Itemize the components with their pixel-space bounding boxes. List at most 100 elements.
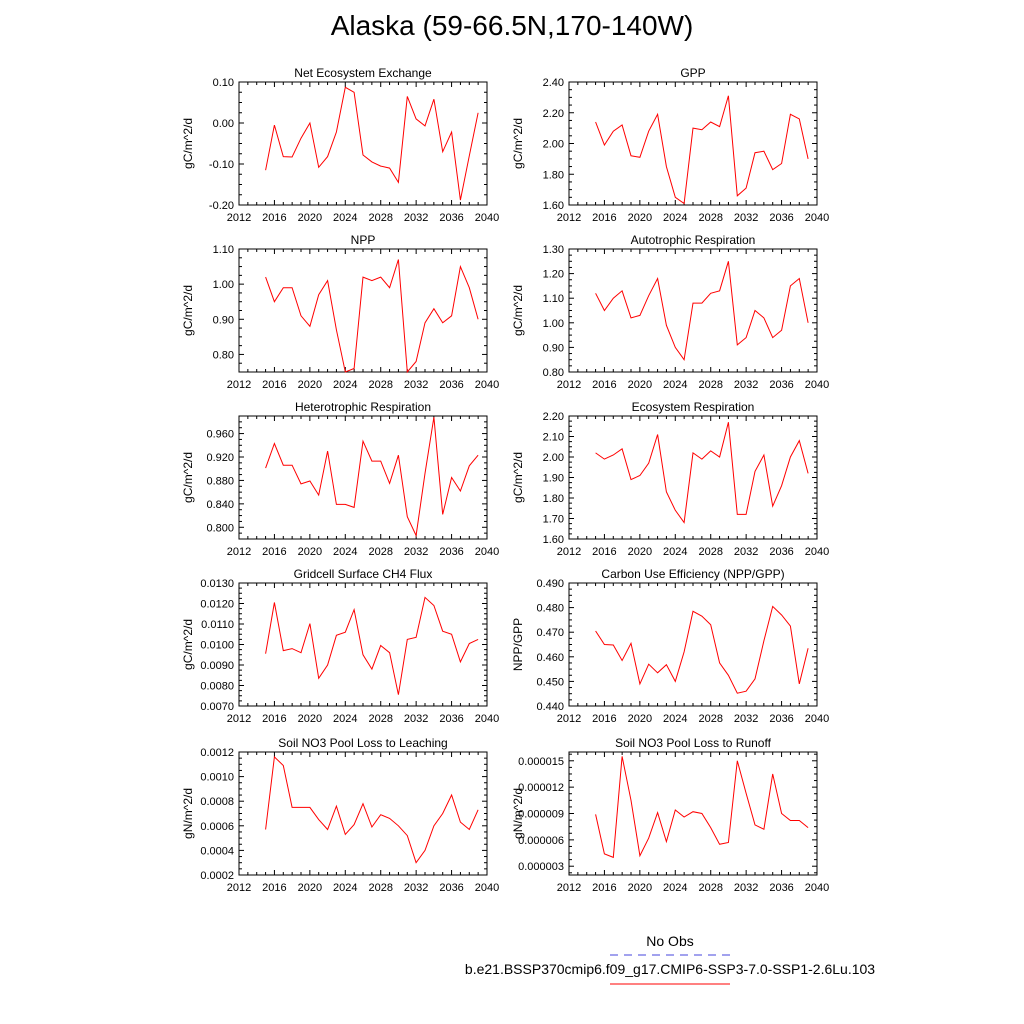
y-tick-label: 1.30 <box>543 244 564 256</box>
y-tick-label: 1.60 <box>543 534 564 546</box>
y-tick-label: 0.000009 <box>518 809 564 821</box>
y-tick-label: 0.450 <box>536 676 564 688</box>
x-tick-label: 2020 <box>628 882 652 894</box>
y-tick-label: -0.10 <box>209 159 234 171</box>
y-tick-label: 1.90 <box>543 473 564 485</box>
y-axis-label: gN/m^2/d <box>181 788 195 839</box>
x-tick-label: 2028 <box>698 546 722 558</box>
y-tick-label: 1.80 <box>543 493 564 505</box>
legend-lines <box>610 954 730 985</box>
y-tick-label: 0.0100 <box>200 640 234 652</box>
x-tick-label: 2028 <box>368 882 392 894</box>
y-tick-label: 0.0006 <box>200 821 234 833</box>
series-line <box>595 422 809 524</box>
y-axis-label: gC/m^2/d <box>511 452 525 503</box>
y-axis-label: NPP/GPP <box>511 618 525 671</box>
x-tick-label: 2040 <box>475 713 499 725</box>
x-tick-label: 2040 <box>475 546 499 558</box>
plot-frame <box>238 751 488 876</box>
x-tick-label: 2028 <box>698 882 722 894</box>
x-tick-label: 2028 <box>698 713 722 725</box>
y-tick-label: 2.10 <box>543 432 564 444</box>
x-tick-label: 2024 <box>333 713 357 725</box>
series-line <box>265 259 479 374</box>
x-tick-label: 2032 <box>734 212 758 224</box>
legend-label-no-obs: No Obs <box>646 933 694 949</box>
x-tick-label: 2012 <box>557 882 581 894</box>
x-tick-label: 2028 <box>698 212 722 224</box>
x-tick-label: 2016 <box>592 546 616 558</box>
x-tick-label: 2024 <box>333 379 357 391</box>
series-line <box>265 755 479 864</box>
plot-frame <box>568 415 818 540</box>
x-tick-label: 2024 <box>663 379 687 391</box>
panel-ecosystem-respiration: Ecosystem Respiration gC/m^2/d 2012 2016 202… <box>511 400 829 558</box>
panel-title: Soil NO3 Pool Loss to Runoff <box>615 736 772 750</box>
x-tick-label: 2012 <box>557 713 581 725</box>
x-tick-label: 2012 <box>557 212 581 224</box>
panel-gpp: GPP gC/m^2/d 2012 2016 2020 2024 2028 2032 2036 2… <box>511 66 829 224</box>
y-tick-label: 0.0002 <box>200 870 234 882</box>
x-tick-label: 2012 <box>227 212 251 224</box>
y-tick-label: 0.0070 <box>200 701 234 713</box>
y-tick-label: 0.000006 <box>518 835 564 847</box>
series-line <box>595 756 809 859</box>
x-tick-label: 2016 <box>592 713 616 725</box>
x-tick-label: 2036 <box>769 546 793 558</box>
x-tick-label: 2028 <box>368 546 392 558</box>
figure-title: Alaska (59-66.5N,170-140W) <box>330 10 694 41</box>
y-tick-label: 2.00 <box>543 139 564 151</box>
panel-soil-no3-pool-loss-to-runoff: Soil NO3 Pool Loss to Runoff gN/m^2/d 2012… <box>511 736 829 894</box>
y-axis-label: gC/m^2/d <box>511 118 525 169</box>
panel-title: Heterotrophic Respiration <box>295 400 431 414</box>
y-tick-label: 0.80 <box>543 367 564 379</box>
x-tick-label: 2016 <box>262 713 286 725</box>
x-tick-label: 2012 <box>227 713 251 725</box>
x-tick-label: 2020 <box>298 882 322 894</box>
panel-gridcell-surface-ch4-flux: Gridcell Surface CH4 Flux gC/m^2/d 2012 201… <box>181 567 499 725</box>
y-tick-label: 0.0120 <box>200 599 234 611</box>
x-tick-label: 2016 <box>592 882 616 894</box>
x-tick-label: 2020 <box>628 713 652 725</box>
x-tick-label: 2036 <box>439 713 463 725</box>
x-tick-label: 2016 <box>262 212 286 224</box>
x-tick-label: 2036 <box>439 546 463 558</box>
x-tick-label: 2040 <box>805 713 829 725</box>
x-tick-label: 2020 <box>298 379 322 391</box>
x-tick-label: 2016 <box>592 379 616 391</box>
x-tick-label: 2024 <box>663 713 687 725</box>
legend-label-run: b.e21.BSSP370cmip6.f09_g17.CMIP6-SSP3-7.… <box>464 961 876 977</box>
y-tick-label: 0.840 <box>206 499 234 511</box>
x-tick-label: 2036 <box>439 379 463 391</box>
panel-title: GPP <box>680 66 705 80</box>
x-tick-label: 2020 <box>298 713 322 725</box>
x-tick-label: 2028 <box>368 713 392 725</box>
y-tick-label: 0.0090 <box>200 660 234 672</box>
y-tick-label: 0.0004 <box>200 845 234 857</box>
x-tick-label: 2024 <box>663 546 687 558</box>
y-axis-label: gC/m^2/d <box>181 285 195 336</box>
y-tick-label: 0.0008 <box>200 796 234 808</box>
y-tick-label: 1.20 <box>543 269 564 281</box>
x-tick-label: 2032 <box>734 882 758 894</box>
y-axis-label: gN/m^2/d <box>511 788 525 839</box>
y-axis-label: gC/m^2/d <box>181 619 195 670</box>
y-axis-label: gC/m^2/d <box>181 118 195 169</box>
y-tick-label: 0.10 <box>213 77 234 89</box>
panel-title: Ecosystem Respiration <box>632 400 755 414</box>
y-tick-label: 0.0130 <box>200 578 234 590</box>
x-tick-label: 2036 <box>769 882 793 894</box>
x-tick-label: 2040 <box>475 212 499 224</box>
x-tick-label: 2032 <box>404 546 428 558</box>
x-tick-label: 2036 <box>439 882 463 894</box>
x-tick-label: 2032 <box>734 546 758 558</box>
x-tick-label: 2032 <box>404 212 428 224</box>
x-tick-label: 2012 <box>557 379 581 391</box>
y-tick-label: 2.40 <box>543 77 564 89</box>
x-tick-label: 2040 <box>805 546 829 558</box>
x-tick-label: 2032 <box>404 713 428 725</box>
x-tick-label: 2024 <box>663 882 687 894</box>
y-axis-label: gC/m^2/d <box>511 285 525 336</box>
y-tick-label: 1.00 <box>543 318 564 330</box>
